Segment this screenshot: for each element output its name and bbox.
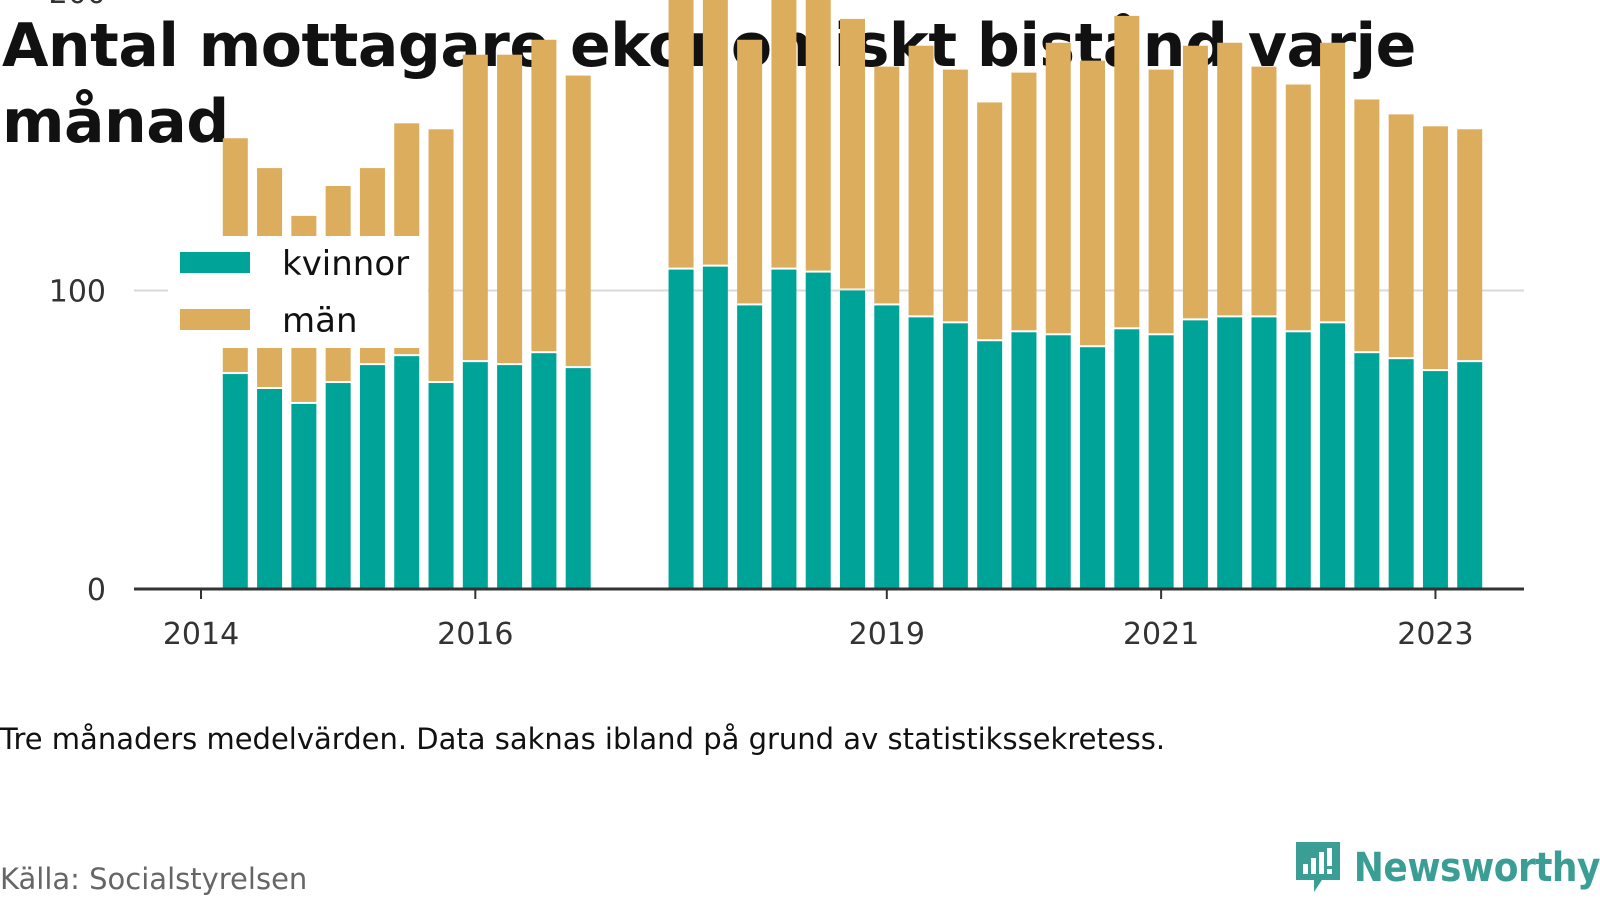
bar-kvinnor xyxy=(1354,353,1380,589)
legend-label-kvinnor: kvinnor xyxy=(282,244,409,284)
bar-man xyxy=(531,39,557,352)
bar-man xyxy=(1285,84,1311,331)
x-tick-label: 2023 xyxy=(1397,617,1473,652)
bar-man xyxy=(840,18,866,289)
bar-man xyxy=(908,45,934,316)
bar-kvinnor xyxy=(1217,317,1243,589)
bar-man xyxy=(942,69,968,322)
bar-man xyxy=(1114,15,1140,328)
bar-man xyxy=(668,0,694,268)
bar-kvinnor xyxy=(1148,335,1174,589)
bar-kvinnor xyxy=(1457,362,1483,589)
x-tick-label: 2021 xyxy=(1123,617,1199,652)
bar-kvinnor xyxy=(1182,320,1208,589)
legend-swatch-man xyxy=(180,309,250,330)
bar-man xyxy=(1457,129,1483,361)
legend-label-man: män xyxy=(282,301,358,341)
bar-man xyxy=(1320,42,1346,322)
bar-kvinnor xyxy=(1388,359,1414,589)
newsworthy-logo-icon xyxy=(1295,842,1340,892)
chart-note: Tre månaders medelvärden. Data saknas ib… xyxy=(0,722,1166,756)
bar-man xyxy=(1388,114,1414,358)
bar-kvinnor xyxy=(1114,329,1140,589)
bar-kvinnor xyxy=(394,356,420,589)
x-tick-label: 2014 xyxy=(163,617,239,652)
x-tick-label: 2019 xyxy=(849,617,925,652)
bar-kvinnor xyxy=(1285,332,1311,589)
bar-kvinnor xyxy=(257,389,283,589)
legend-swatch-kvinnor xyxy=(180,252,250,273)
bar-man xyxy=(874,66,900,304)
bar-man xyxy=(497,54,523,364)
brand-name: Newsworthy xyxy=(1353,845,1600,891)
bar-man xyxy=(1354,99,1380,352)
bar-man xyxy=(428,129,454,382)
bar-man xyxy=(1251,66,1277,316)
brand-logo: Newsworthy xyxy=(1292,840,1600,896)
bar-kvinnor xyxy=(1251,317,1277,589)
stacked-bar-chart: 0 100 200 2014 2016 2019 2021 2023 kvinnor män xyxy=(49,0,1524,652)
bar-kvinnor xyxy=(1320,323,1346,589)
bar-kvinnor xyxy=(497,365,523,589)
bar-kvinnor xyxy=(1422,371,1448,589)
bar-kvinnor xyxy=(1045,335,1071,589)
bar-kvinnor xyxy=(840,290,866,589)
bar-man xyxy=(805,0,831,271)
bar-kvinnor xyxy=(977,341,1003,589)
bar-man xyxy=(1148,69,1174,334)
bar-kvinnor xyxy=(702,266,728,589)
bar-kvinnor xyxy=(942,323,968,589)
bar-man xyxy=(1422,126,1448,370)
bar-kvinnor xyxy=(771,269,797,589)
source-credit: Källa: Socialstyrelsen xyxy=(0,862,308,896)
bar-kvinnor xyxy=(908,317,934,589)
bar-kvinnor xyxy=(462,362,488,589)
bar-man xyxy=(462,54,488,361)
bar-man xyxy=(1011,72,1037,331)
bar-kvinnor xyxy=(1080,347,1106,589)
bar-kvinnor xyxy=(291,403,317,589)
bar-kvinnor xyxy=(874,305,900,589)
x-tick-label: 2016 xyxy=(437,617,513,652)
bar-kvinnor xyxy=(565,368,591,589)
bar-man xyxy=(737,39,763,304)
bar-kvinnor xyxy=(737,305,763,589)
bar-kvinnor xyxy=(805,272,831,589)
bar-kvinnor xyxy=(222,374,248,589)
bar-man xyxy=(1182,45,1208,319)
bar-kvinnor xyxy=(359,365,385,589)
y-tick-label: 100 xyxy=(49,275,106,310)
bar-man xyxy=(1045,42,1071,334)
legend: kvinnor män xyxy=(168,236,428,348)
bar-man xyxy=(702,0,728,265)
bar-man xyxy=(1217,42,1243,316)
bar-kvinnor xyxy=(428,383,454,589)
y-tick-label: 0 xyxy=(87,573,106,608)
bar-kvinnor xyxy=(325,383,351,589)
bar-man xyxy=(771,0,797,268)
bar-man xyxy=(1080,60,1106,346)
bar-kvinnor xyxy=(668,269,694,589)
y-tick-label: 200 xyxy=(49,0,106,11)
axes: 0 100 200 2014 2016 2019 2021 2023 xyxy=(49,0,1524,652)
bar-man xyxy=(565,75,591,367)
bar-kvinnor xyxy=(531,353,557,589)
bar-man xyxy=(977,102,1003,340)
bar-kvinnor xyxy=(1011,332,1037,589)
